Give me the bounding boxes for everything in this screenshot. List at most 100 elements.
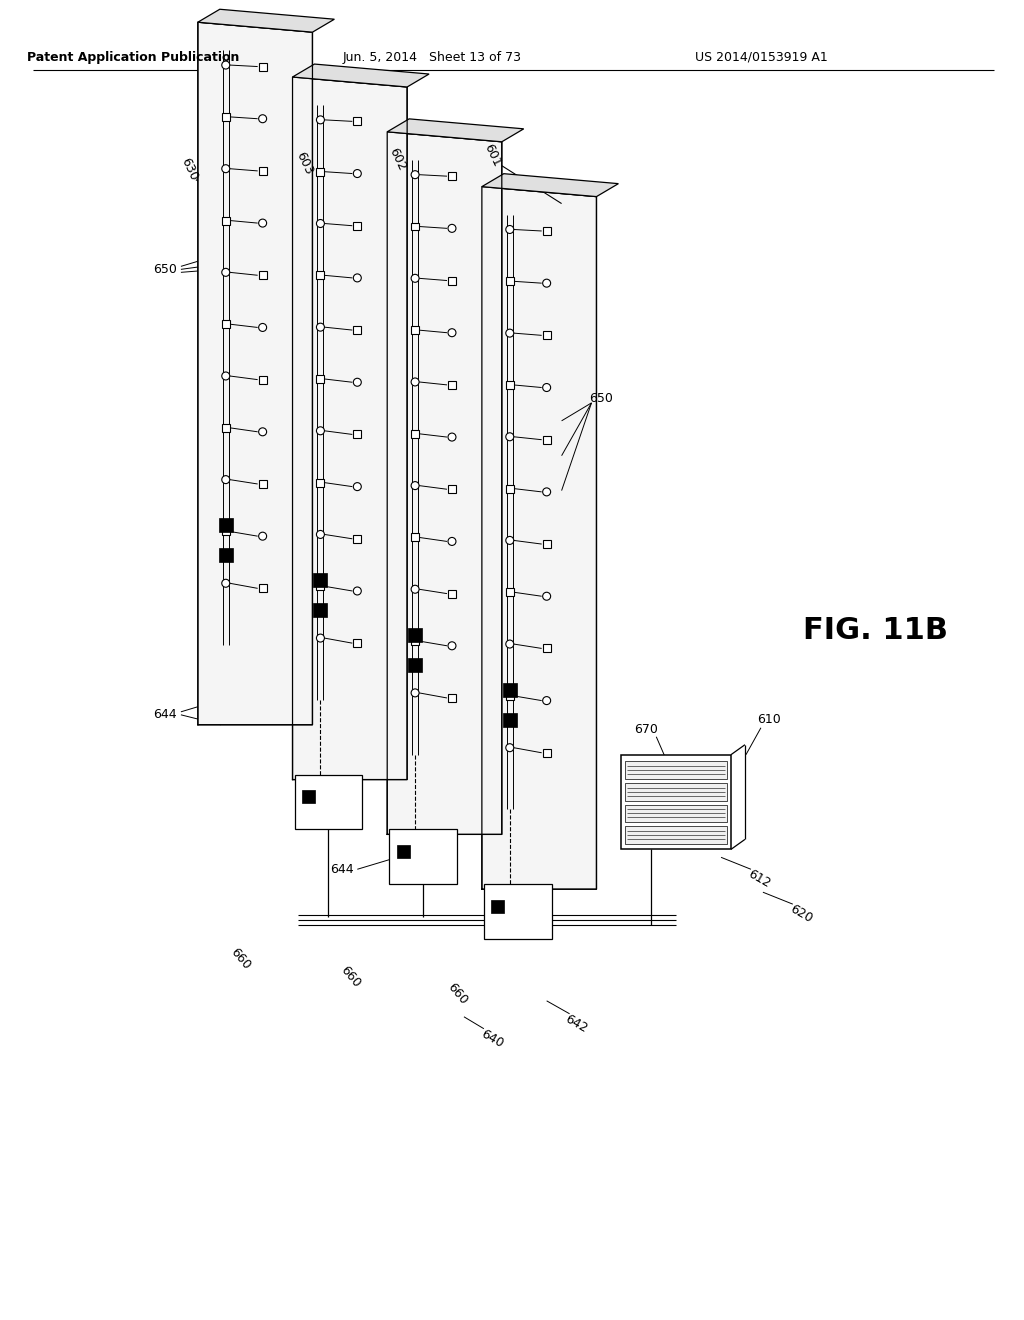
Bar — [316, 272, 325, 280]
Bar — [492, 900, 504, 912]
Circle shape — [316, 531, 325, 539]
Text: 660: 660 — [444, 981, 470, 1007]
Bar — [447, 277, 456, 285]
Circle shape — [259, 219, 266, 227]
Circle shape — [316, 219, 325, 227]
Circle shape — [316, 634, 325, 642]
Bar — [259, 480, 266, 488]
Circle shape — [259, 428, 266, 436]
Bar — [506, 589, 514, 597]
Bar — [543, 644, 551, 652]
Bar — [626, 783, 727, 800]
Bar — [543, 748, 551, 756]
Circle shape — [222, 372, 229, 380]
Circle shape — [411, 378, 419, 385]
Bar — [506, 381, 514, 389]
Circle shape — [316, 323, 325, 331]
Circle shape — [506, 536, 514, 544]
Circle shape — [353, 483, 361, 491]
Text: 640: 640 — [478, 1027, 506, 1051]
Bar — [447, 381, 456, 389]
Text: FIG. 11B: FIG. 11B — [803, 615, 948, 644]
Bar — [313, 603, 328, 618]
Bar — [302, 791, 315, 803]
Polygon shape — [482, 186, 596, 890]
Bar — [411, 638, 419, 645]
Bar — [219, 548, 232, 562]
Circle shape — [222, 165, 229, 173]
Circle shape — [316, 116, 325, 124]
Circle shape — [447, 329, 456, 337]
Polygon shape — [387, 132, 502, 834]
Circle shape — [222, 579, 229, 587]
Polygon shape — [387, 119, 523, 141]
Circle shape — [316, 426, 325, 434]
Polygon shape — [293, 77, 408, 780]
Circle shape — [259, 323, 266, 331]
Circle shape — [543, 384, 551, 392]
Bar — [626, 826, 727, 845]
Bar — [622, 755, 731, 849]
Circle shape — [259, 115, 266, 123]
Circle shape — [543, 593, 551, 601]
Bar — [222, 216, 229, 224]
Circle shape — [447, 642, 456, 649]
Text: 670: 670 — [635, 723, 658, 737]
Bar — [543, 331, 551, 339]
Bar — [316, 375, 325, 383]
Bar — [626, 760, 727, 779]
Bar — [353, 430, 361, 438]
Circle shape — [411, 275, 419, 282]
Bar — [219, 519, 232, 532]
Bar — [353, 535, 361, 543]
Text: Jun. 5, 2014   Sheet 13 of 73: Jun. 5, 2014 Sheet 13 of 73 — [343, 50, 521, 63]
Circle shape — [222, 268, 229, 276]
Bar — [543, 436, 551, 444]
Bar — [484, 884, 552, 939]
Circle shape — [353, 379, 361, 387]
Circle shape — [506, 433, 514, 441]
Bar — [316, 582, 325, 590]
Circle shape — [506, 329, 514, 337]
Bar — [353, 639, 361, 647]
Bar — [259, 585, 266, 593]
Circle shape — [411, 585, 419, 593]
Text: 612: 612 — [745, 867, 772, 891]
Bar — [411, 430, 419, 438]
Bar — [353, 326, 361, 334]
Polygon shape — [482, 174, 618, 197]
Bar — [353, 222, 361, 230]
Bar — [506, 484, 514, 492]
Bar — [411, 533, 419, 541]
Circle shape — [506, 226, 514, 234]
Bar — [447, 590, 456, 598]
Bar — [259, 376, 266, 384]
Bar — [259, 272, 266, 280]
Text: US 2014/0153919 A1: US 2014/0153919 A1 — [694, 50, 827, 63]
Bar — [503, 682, 517, 697]
Text: 601: 601 — [481, 143, 503, 169]
Bar — [295, 775, 362, 829]
Circle shape — [222, 61, 229, 69]
Bar — [222, 424, 229, 432]
Bar — [313, 573, 328, 587]
Polygon shape — [198, 22, 312, 725]
Circle shape — [353, 587, 361, 595]
Bar — [409, 657, 422, 672]
Bar — [447, 172, 456, 180]
Bar — [353, 117, 361, 125]
Text: 650: 650 — [153, 263, 177, 276]
Text: 603: 603 — [294, 150, 315, 177]
Text: 644: 644 — [154, 709, 177, 721]
Bar — [409, 628, 422, 642]
Text: 650: 650 — [590, 392, 613, 405]
Circle shape — [222, 475, 229, 483]
Circle shape — [411, 689, 419, 697]
Circle shape — [506, 640, 514, 648]
Bar — [222, 114, 229, 121]
Text: 610: 610 — [757, 713, 780, 726]
Bar — [222, 321, 229, 329]
Circle shape — [543, 697, 551, 705]
Bar — [626, 804, 727, 822]
Circle shape — [447, 537, 456, 545]
